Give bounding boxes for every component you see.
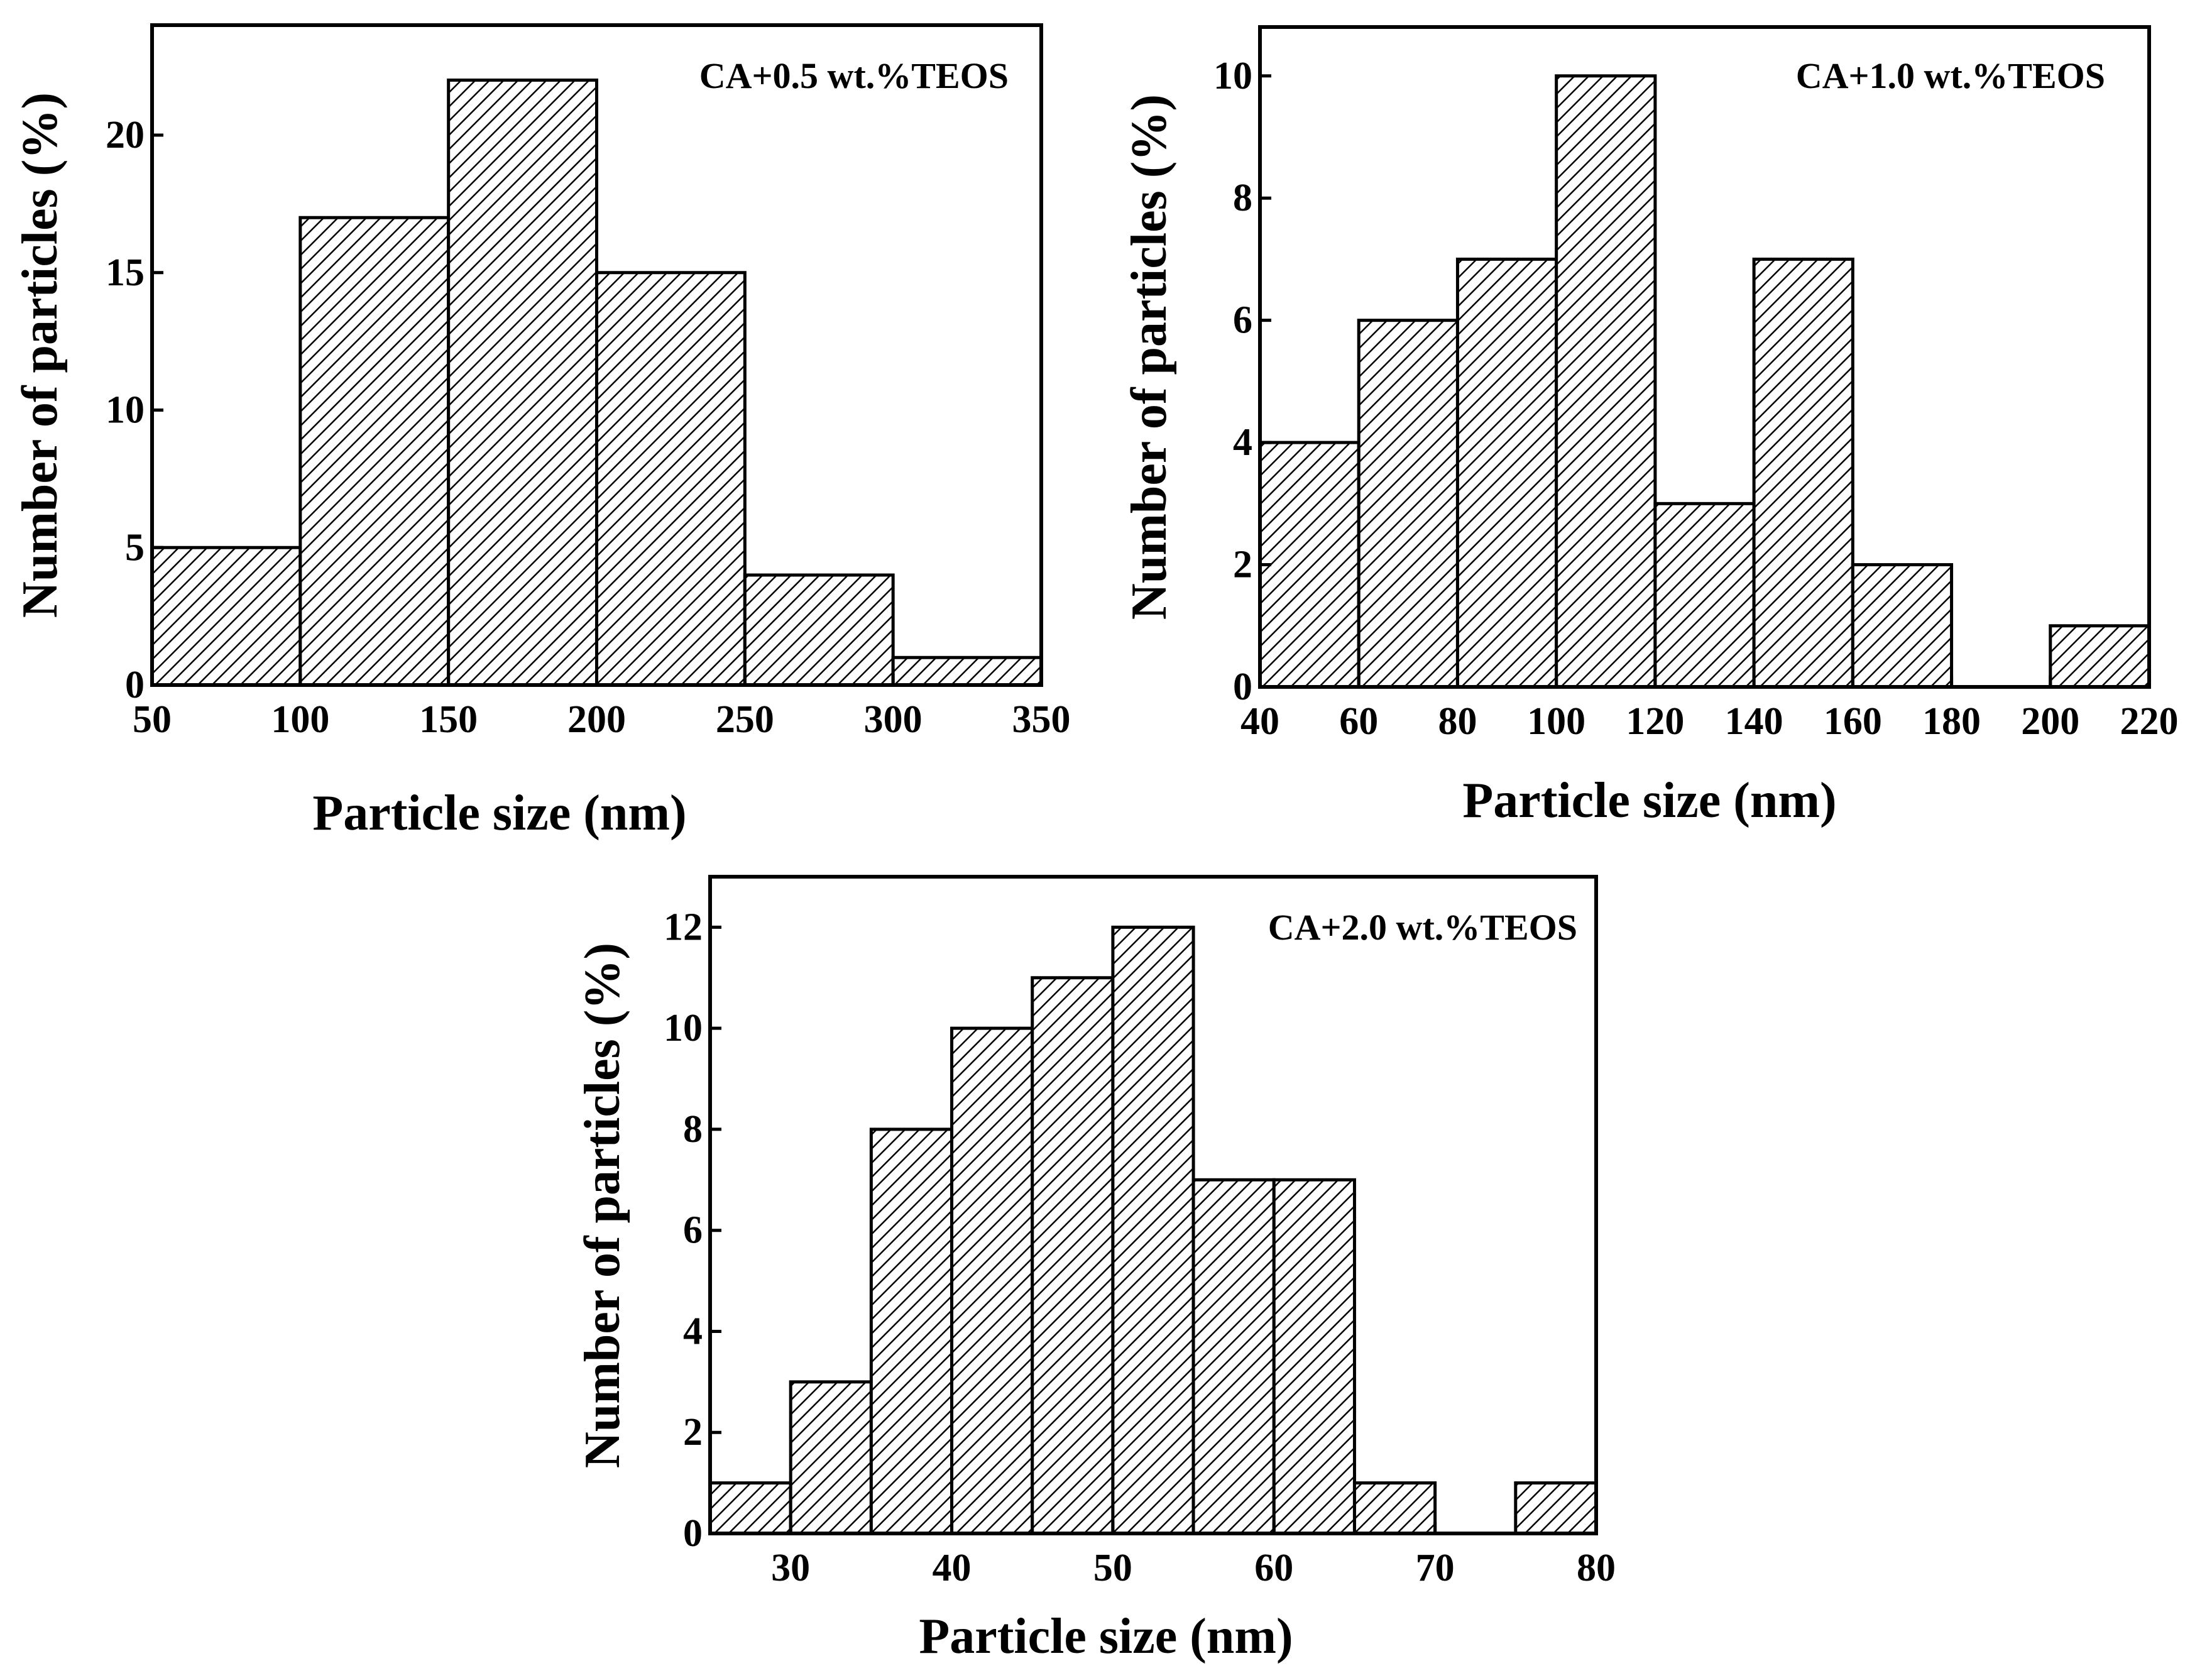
x-tick-label: 180	[1922, 700, 1981, 743]
bar	[595, 271, 747, 687]
y-tick-label: 2	[1233, 544, 1252, 586]
y-tick-label: 0	[683, 1512, 703, 1555]
y-axis-title: Number of particles (%)	[575, 943, 630, 1468]
y-tick-label: 8	[683, 1108, 703, 1151]
y-tick-label: 2	[683, 1411, 703, 1454]
x-tick-label: 350	[1012, 698, 1071, 741]
chart-title: CA+1.0 wt.%TEOS	[1796, 55, 2105, 96]
x-axis-title: Particle size (nm)	[919, 1609, 1293, 1664]
x-tick-label: 220	[2120, 700, 2179, 743]
x-tick-label: 200	[2021, 700, 2079, 743]
x-tick-label: 300	[864, 698, 923, 741]
y-tick-label: 15	[106, 251, 145, 294]
x-tick-label: 60	[1254, 1547, 1293, 1589]
y-tick-label: 10	[1213, 55, 1252, 97]
x-tick-label: 250	[716, 698, 774, 741]
x-axis-title: Particle size (nm)	[312, 786, 686, 841]
x-tick-label: 70	[1416, 1547, 1455, 1589]
bar	[1653, 502, 1756, 689]
x-tick-label: 200	[567, 698, 626, 741]
x-tick-label: 40	[1240, 700, 1279, 743]
bar	[708, 1481, 792, 1535]
bar	[1258, 441, 1361, 689]
x-axis-title: Particle size (nm)	[1462, 773, 1836, 828]
bar	[1111, 925, 1195, 1535]
x-tick-label: 150	[419, 698, 478, 741]
y-tick-label: 0	[125, 664, 145, 706]
chart-title: CA+2.0 wt.%TEOS	[1268, 907, 1577, 948]
plot-frame	[708, 875, 1598, 1535]
bar	[950, 1026, 1034, 1535]
bar	[891, 655, 1043, 687]
histogram-panel-0p5-teos: 50 100 150 200 250 300 350 0 5 10 15 20 CA+0.5 wt.%…	[13, 23, 1071, 841]
bar	[1555, 74, 1657, 689]
bar	[1514, 1481, 1598, 1535]
x-tick-label: 100	[271, 698, 329, 741]
bar	[298, 216, 451, 687]
x-tick-label: 140	[1725, 700, 1783, 743]
x-tick-label: 100	[1527, 700, 1585, 743]
y-tick-label: 6	[683, 1209, 703, 1252]
y-axis-title: Number of particles (%)	[13, 92, 68, 618]
y-tick-label: 0	[1233, 666, 1252, 708]
bar	[1455, 257, 1558, 689]
y-tick-label: 4	[1233, 421, 1252, 464]
bar	[1031, 976, 1115, 1535]
chart-title: CA+0.5 wt.%TEOS	[699, 55, 1009, 96]
x-tick-label: 80	[1438, 700, 1477, 743]
histogram-panel-1p0-teos: 40 60 80 100 120 140 160 180 200 220 0 2 4 6 8 10 CA+1.…	[1122, 25, 2179, 828]
x-tick-label: 80	[1577, 1547, 1616, 1589]
bar	[150, 546, 302, 687]
y-tick-label: 10	[106, 389, 145, 432]
x-tick-label: 60	[1339, 700, 1378, 743]
x-tick-label: 50	[133, 698, 172, 741]
y-tick-label: 20	[106, 114, 145, 156]
bar	[447, 79, 599, 687]
plot-frame	[1258, 25, 2151, 689]
bar	[1352, 1481, 1437, 1535]
bar	[869, 1127, 954, 1535]
y-tick-label: 5	[125, 526, 145, 569]
bar	[1752, 257, 1854, 689]
bar	[1272, 1178, 1356, 1535]
bar	[2049, 624, 2151, 689]
y-axis-title: Number of particles (%)	[1122, 94, 1177, 620]
y-tick-label: 8	[1233, 177, 1252, 219]
bar	[789, 1380, 873, 1535]
histogram-panel-2p0-teos: 30 40 50 60 70 80 0 2 4 6 8 10 12 CA+2.0 wt.%TEOS Pa…	[575, 875, 1616, 1664]
x-tick-label: 30	[771, 1547, 810, 1589]
bar	[1357, 319, 1459, 689]
bar	[1191, 1178, 1276, 1535]
y-tick-label: 6	[1233, 299, 1252, 342]
x-tick-label: 50	[1093, 1547, 1132, 1589]
x-tick-label: 120	[1626, 700, 1684, 743]
x-tick-label: 40	[933, 1547, 972, 1589]
bar	[743, 573, 895, 687]
bar	[1851, 563, 1954, 689]
y-tick-label: 10	[664, 1007, 703, 1050]
x-tick-label: 160	[1824, 700, 1882, 743]
y-tick-label: 12	[664, 906, 703, 948]
y-tick-label: 4	[683, 1310, 703, 1352]
